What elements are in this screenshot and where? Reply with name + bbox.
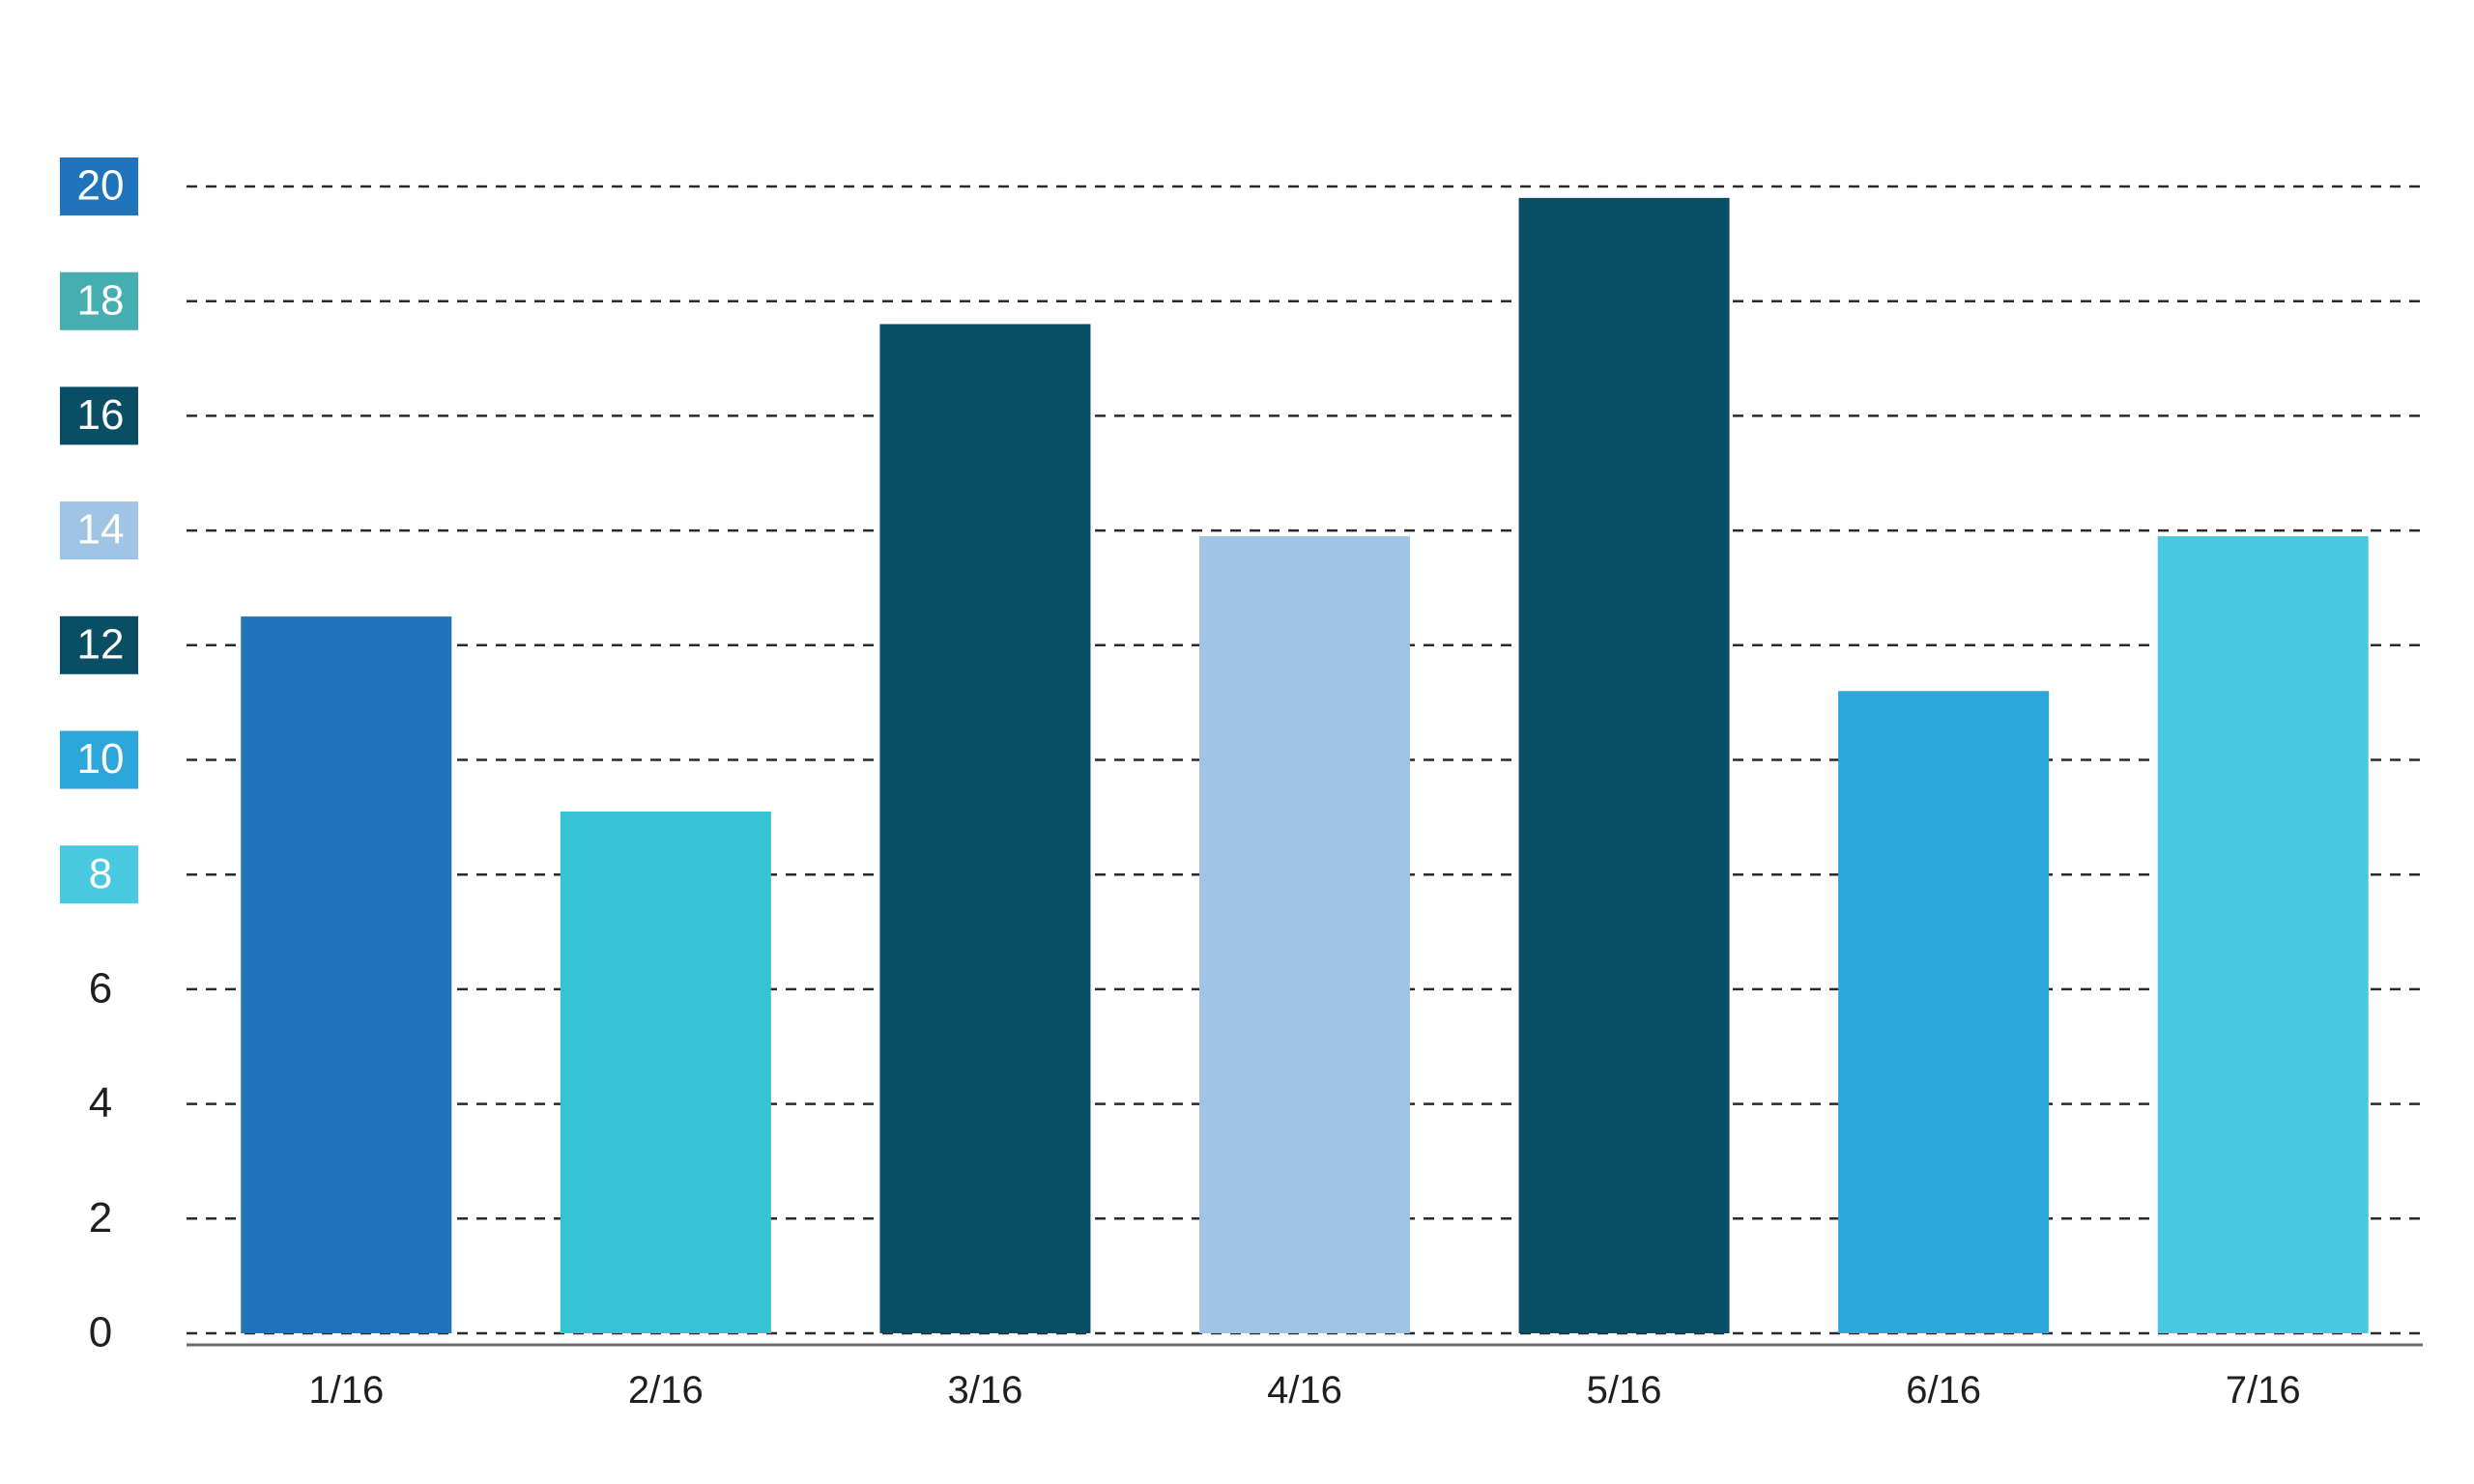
y-tick-label: 6 — [89, 965, 112, 1013]
y-tick-badge — [60, 271, 138, 330]
y-tick-label: 8 — [89, 850, 112, 898]
x-tick-label: 6/16 — [1906, 1369, 1981, 1412]
y-tick-label: 16 — [77, 391, 125, 439]
y-tick-badge — [60, 730, 138, 789]
y-tick-badge — [60, 386, 138, 445]
x-axis-ticks: 1/16 2/16 3/16 4/16 5/16 6/16 7/16 — [308, 1369, 2300, 1412]
y-tick-badge — [60, 157, 138, 215]
x-tick-label: 3/16 — [947, 1369, 1022, 1412]
gridlines — [187, 185, 2423, 1335]
bar — [1518, 197, 1730, 1333]
bar — [2157, 536, 2369, 1333]
y-tick-badge — [60, 615, 138, 674]
y-tick-label: 14 — [77, 506, 125, 554]
x-tick-label: 5/16 — [1587, 1369, 1662, 1412]
y-tick-label: 18 — [77, 276, 125, 324]
y-axis-ticks: 0 2 4 6 8 10 12 14 16 18 20 — [60, 157, 138, 1356]
bar — [1838, 691, 2050, 1333]
bar — [1199, 536, 1410, 1333]
y-tick-label: 12 — [77, 620, 125, 668]
bar — [241, 616, 452, 1333]
y-tick-label: 10 — [77, 735, 125, 783]
x-tick-label: 4/16 — [1267, 1369, 1342, 1412]
y-tick-label: 2 — [89, 1194, 112, 1241]
x-tick-label: 7/16 — [2226, 1369, 2301, 1412]
y-tick-badge — [60, 845, 138, 904]
y-tick-label: 20 — [77, 162, 125, 210]
x-tick-label: 1/16 — [308, 1369, 384, 1412]
y-tick-label: 4 — [89, 1079, 112, 1127]
y-tick-label: 0 — [89, 1309, 112, 1356]
y-tick-badge — [60, 501, 138, 560]
x-tick-label: 2/16 — [628, 1369, 704, 1412]
bar — [560, 811, 771, 1333]
bar — [879, 324, 1091, 1334]
bars — [241, 197, 2369, 1334]
